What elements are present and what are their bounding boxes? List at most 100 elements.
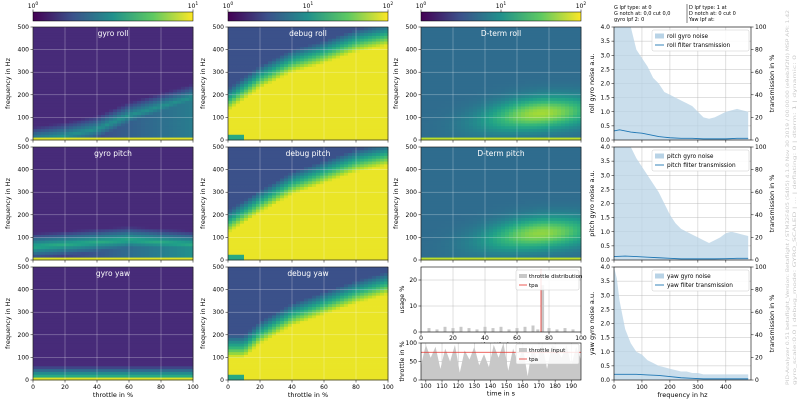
heatmap-cell bbox=[557, 29, 562, 34]
heatmap-cell bbox=[161, 100, 166, 104]
heatmap-cell bbox=[344, 94, 349, 99]
heatmap-cell bbox=[101, 106, 106, 110]
heatmap-cell bbox=[153, 117, 158, 121]
heatmap-cell bbox=[37, 166, 42, 170]
heatmap-cell bbox=[105, 46, 110, 50]
heatmap-cell bbox=[477, 35, 482, 39]
heatmap-cell bbox=[348, 32, 353, 36]
heatmap-cell bbox=[308, 60, 313, 65]
heatmap-cell bbox=[561, 52, 566, 56]
heatmap-cell bbox=[73, 75, 78, 79]
heatmap-cell bbox=[356, 94, 361, 99]
heatmap-cell bbox=[33, 203, 38, 207]
heatmap-cell bbox=[141, 35, 146, 39]
heatmap-cell bbox=[429, 108, 434, 113]
heatmap-cell bbox=[441, 32, 446, 36]
heatmap-cell bbox=[165, 120, 170, 124]
heatmap-cell bbox=[453, 55, 458, 59]
heatmap-cell bbox=[280, 72, 285, 76]
heatmap-cell bbox=[272, 123, 277, 127]
heatmap-cell bbox=[513, 52, 518, 56]
heatmap-cell bbox=[328, 94, 333, 99]
heatmap-cell bbox=[425, 52, 430, 56]
heatmap-cell bbox=[109, 77, 114, 82]
heatmap-cell bbox=[89, 38, 94, 42]
heatmap-cell bbox=[545, 120, 550, 124]
heatmap-cell bbox=[288, 29, 293, 34]
heatmap-cell bbox=[169, 86, 174, 90]
heatmap-cell bbox=[264, 111, 269, 115]
heatmap-cell bbox=[288, 100, 293, 104]
heatmap-cell bbox=[53, 66, 58, 70]
heatmap-cell bbox=[368, 49, 373, 53]
heatmap-cell bbox=[364, 43, 369, 48]
heatmap-cell bbox=[77, 131, 82, 135]
heatmap-cell bbox=[109, 131, 114, 135]
heatmap-cell bbox=[280, 103, 285, 107]
heatmap-cell bbox=[577, 27, 582, 31]
heatmap-cell bbox=[45, 69, 50, 73]
heatmap-cell bbox=[545, 108, 550, 113]
heatmap-cell bbox=[125, 38, 130, 42]
heatmap-cell bbox=[441, 106, 446, 110]
heatmap-cell bbox=[121, 32, 126, 36]
heatmap-cell bbox=[85, 123, 90, 127]
heatmap-cell bbox=[380, 63, 385, 67]
heatmap-cell bbox=[473, 94, 478, 99]
heatmap-cell bbox=[296, 58, 301, 62]
heatmap-cell bbox=[185, 55, 190, 59]
heatmap-cell bbox=[380, 38, 385, 42]
heatmap-cell bbox=[129, 106, 134, 110]
heatmap-cell bbox=[569, 41, 574, 45]
heatmap-cell bbox=[320, 89, 325, 93]
heatmap-cell bbox=[344, 80, 349, 84]
heatmap-cell bbox=[569, 27, 574, 31]
heatmap-cell bbox=[384, 46, 389, 50]
heatmap-cell bbox=[348, 75, 353, 79]
heatmap-cell bbox=[57, 111, 62, 115]
heatmap-cell bbox=[441, 29, 446, 34]
heatmap-cell bbox=[264, 89, 269, 93]
heatmap-cell bbox=[37, 72, 42, 76]
heatmap-cell bbox=[316, 35, 321, 39]
heatmap-cell bbox=[533, 94, 538, 99]
heatmap-cell bbox=[425, 86, 430, 90]
heatmap-cell bbox=[61, 29, 66, 34]
heatmap-cell bbox=[481, 80, 486, 84]
heatmap-cell bbox=[232, 97, 237, 101]
heatmap-cell bbox=[565, 72, 570, 76]
heatmap-cell bbox=[189, 80, 194, 84]
heatmap-cell bbox=[569, 91, 574, 96]
heatmap-cell bbox=[441, 117, 446, 121]
heatmap-cell bbox=[125, 114, 130, 118]
heatmap-cell bbox=[149, 123, 154, 127]
heatmap-cell bbox=[569, 75, 574, 79]
heatmap-cell bbox=[145, 123, 150, 127]
heatmap-cell bbox=[97, 131, 102, 135]
heatmap-cell bbox=[41, 254, 46, 258]
heatmap-cell bbox=[57, 97, 62, 101]
heatmap-cell bbox=[364, 80, 369, 84]
heatmap-cell bbox=[425, 32, 430, 36]
heatmap-cell bbox=[41, 125, 46, 130]
heatmap-cell bbox=[280, 134, 285, 138]
heatmap-cell bbox=[461, 94, 466, 99]
heatmap-cell bbox=[101, 114, 106, 118]
heatmap-cell bbox=[501, 114, 506, 118]
heatmap-cell bbox=[461, 80, 466, 84]
heatmap-cell bbox=[272, 117, 277, 121]
heatmap-cell bbox=[300, 123, 305, 127]
heatmap-cell bbox=[272, 131, 277, 135]
heatmap-cell bbox=[292, 114, 297, 118]
heatmap-cell bbox=[173, 117, 178, 121]
heatmap-cell bbox=[489, 29, 494, 34]
heatmap-cell bbox=[517, 134, 522, 138]
heatmap-cell bbox=[145, 137, 150, 141]
heatmap-cell bbox=[336, 32, 341, 36]
heatmap-cell bbox=[145, 58, 150, 62]
heatmap-cell bbox=[332, 58, 337, 62]
heatmap-cell bbox=[236, 55, 241, 59]
heatmap-cell bbox=[141, 27, 146, 31]
heatmap-cell bbox=[232, 38, 237, 42]
heatmap-cell bbox=[553, 41, 558, 45]
